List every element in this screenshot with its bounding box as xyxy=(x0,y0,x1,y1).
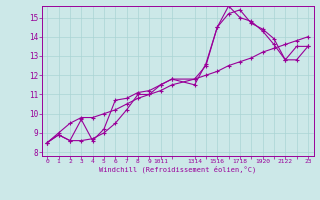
X-axis label: Windchill (Refroidissement éolien,°C): Windchill (Refroidissement éolien,°C) xyxy=(99,166,256,173)
